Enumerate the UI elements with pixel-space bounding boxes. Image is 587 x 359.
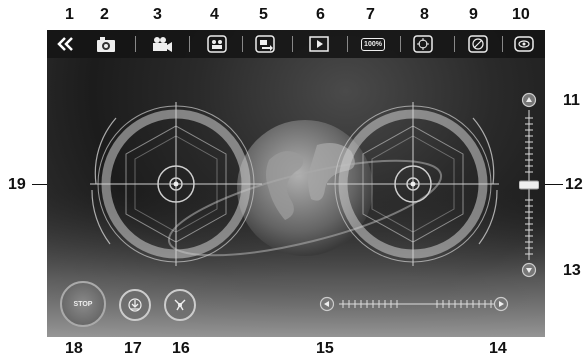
callout-3: 3 — [153, 6, 162, 23]
zoom-button[interactable]: 100% — [357, 33, 389, 55]
vertical-trim-handle[interactable] — [519, 180, 539, 190]
play-icon — [309, 36, 329, 52]
callout-9: 9 — [469, 6, 478, 23]
callout-5: 5 — [259, 6, 268, 23]
headless-mode-icon — [174, 299, 186, 311]
right-joystick-knob[interactable] — [410, 181, 416, 187]
headless-mode-button[interactable] — [164, 289, 196, 321]
gyro-calibrate-button[interactable] — [410, 33, 436, 55]
callout-17: 17 — [124, 340, 142, 357]
gallery-button[interactable] — [204, 33, 230, 55]
right-joystick[interactable] — [323, 94, 503, 274]
callout-10: 10 — [512, 6, 530, 23]
back-button[interactable] — [53, 33, 79, 55]
background-scene — [47, 120, 545, 337]
callout-14: 14 — [489, 340, 507, 357]
landing-icon — [128, 298, 142, 312]
vertical-trim-down-button[interactable] — [521, 262, 537, 278]
toolbar-separator — [292, 36, 293, 52]
toolbar-separator — [242, 36, 243, 52]
toolbar-separator — [400, 36, 401, 52]
callout-7: 7 — [366, 6, 375, 23]
callout-8: 8 — [420, 6, 429, 23]
arrow-up-icon — [526, 97, 532, 102]
toolbar-separator — [502, 36, 503, 52]
top-toolbar: 100% — [47, 30, 545, 58]
arrow-right-icon — [499, 301, 504, 307]
vr-mode-button[interactable] — [465, 33, 491, 55]
camera-icon — [97, 37, 115, 52]
media-transfer-icon — [255, 35, 275, 53]
video-button[interactable] — [149, 33, 175, 55]
callout-18: 18 — [65, 340, 83, 357]
left-joystick[interactable] — [86, 94, 266, 274]
callout-4: 4 — [210, 6, 219, 23]
video-camera-icon — [153, 37, 172, 52]
callout-1: 1 — [65, 6, 74, 23]
left-joystick-knob[interactable] — [173, 181, 179, 187]
horizontal-trim-right-button[interactable] — [493, 296, 509, 312]
vertical-trim-up-button[interactable] — [521, 92, 537, 108]
arrow-left-icon — [324, 301, 329, 307]
callout-11: 11 — [563, 92, 580, 109]
toolbar-separator — [189, 36, 190, 52]
photo-button[interactable] — [93, 33, 119, 55]
stop-button[interactable]: STOP — [60, 281, 106, 327]
horizontal-trim-scale[interactable] — [337, 296, 505, 312]
photo-gallery-icon — [207, 35, 227, 53]
callout-6: 6 — [316, 6, 325, 23]
toolbar-separator — [454, 36, 455, 52]
eye-icon — [514, 36, 534, 52]
toolbar-separator — [135, 36, 136, 52]
media-transfer-button[interactable] — [252, 33, 278, 55]
app-screen: 100% — [47, 30, 545, 337]
landing-button[interactable] — [119, 289, 151, 321]
double-chevron-left-icon — [57, 37, 73, 51]
callout-15: 15 — [316, 340, 334, 357]
callout-13: 13 — [563, 262, 581, 279]
gyro-calibrate-icon — [413, 35, 433, 53]
callout-2: 2 — [100, 6, 109, 23]
horizontal-trim-left-button[interactable] — [319, 296, 335, 312]
view-button[interactable] — [511, 33, 537, 55]
vertical-trim-scale[interactable] — [519, 110, 539, 260]
callout-16: 16 — [172, 340, 190, 357]
callout-19: 19 — [8, 176, 26, 193]
vr-mode-icon — [468, 35, 488, 53]
toolbar-separator — [347, 36, 348, 52]
stop-label: STOP — [73, 300, 93, 308]
arrow-down-icon — [526, 268, 532, 273]
playback-button[interactable] — [306, 33, 332, 55]
callout-12: 12 — [565, 176, 583, 193]
zoom-100-icon: 100% — [361, 37, 385, 51]
